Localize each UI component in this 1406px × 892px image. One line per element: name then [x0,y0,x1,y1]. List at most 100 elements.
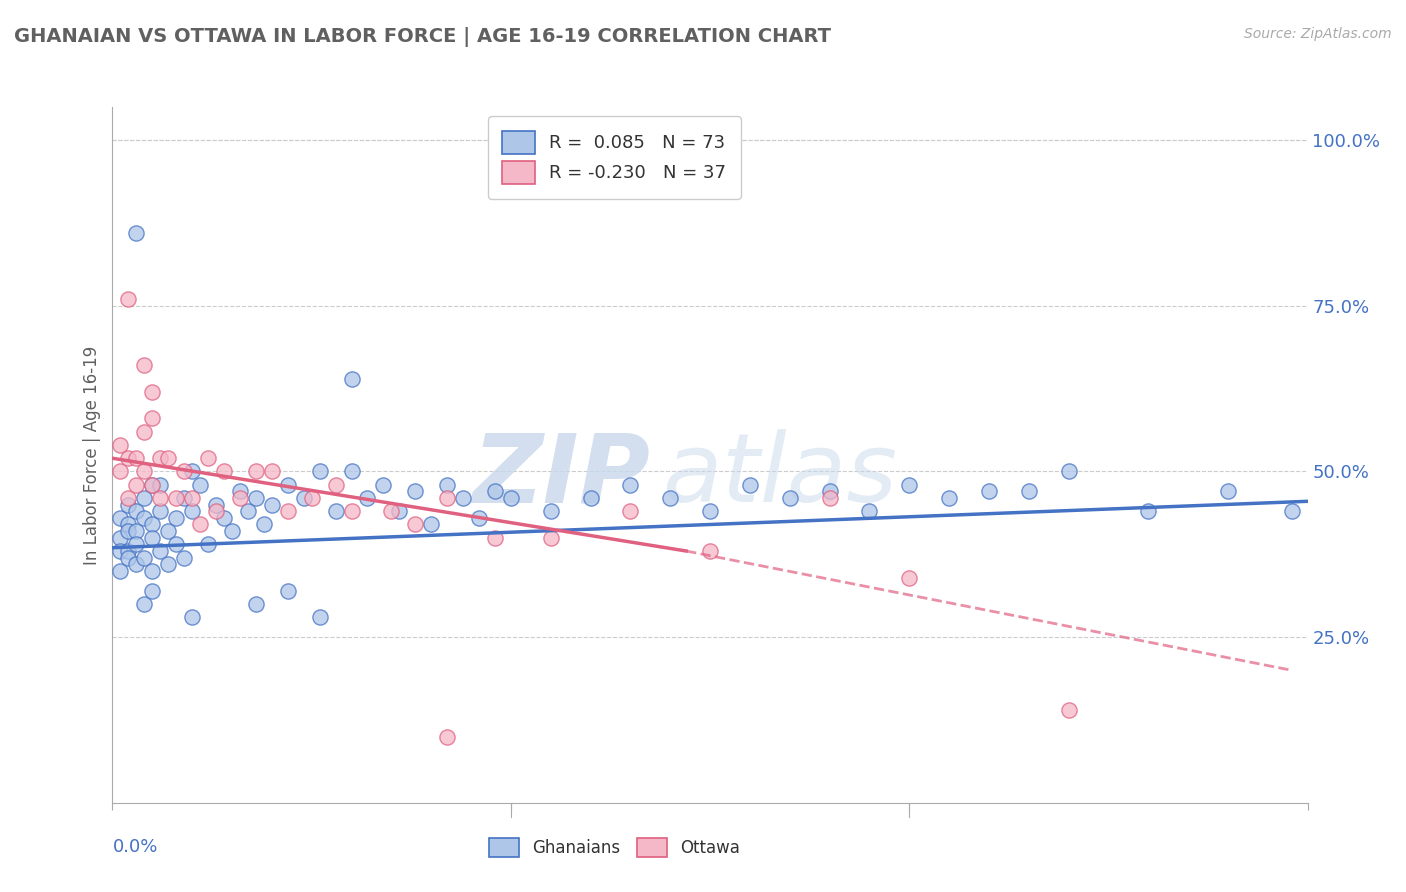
Point [110,438,132,452]
Point [117,524,139,538]
Point [134,550,156,565]
Point [484,531,506,545]
Point [245,597,267,611]
Point [141,564,163,578]
Point [125,226,148,240]
Point [229,491,252,505]
Point [484,484,506,499]
Point [977,484,1000,499]
Point [779,491,801,505]
Point [499,491,522,505]
Point [188,517,211,532]
Point [388,504,411,518]
Point [125,524,148,538]
Point [325,477,347,491]
Point [451,491,474,505]
Point [1281,504,1303,518]
Point [277,477,299,491]
Point [188,477,211,491]
Text: GHANAIAN VS OTTAWA IN LABOR FORCE | AGE 16-19 CORRELATION CHART: GHANAIAN VS OTTAWA IN LABOR FORCE | AGE … [14,27,831,46]
Point [308,610,330,624]
Point [253,517,276,532]
Point [110,465,132,479]
Point [1057,703,1080,717]
Point [117,550,139,565]
Point [141,531,163,545]
Point [301,491,323,505]
Point [260,498,283,512]
Point [205,504,228,518]
Point [117,498,139,512]
Point [117,491,139,505]
Point [134,359,156,373]
Point [540,504,562,518]
Point [212,511,235,525]
Point [173,491,195,505]
Point [898,477,921,491]
Point [619,477,641,491]
Point [125,504,148,518]
Point [173,550,195,565]
Point [197,537,219,551]
Point [236,504,259,518]
Point [117,517,139,532]
Point [1018,484,1040,499]
Point [245,491,267,505]
Text: atlas: atlas [662,429,897,523]
Point [619,504,641,518]
Point [380,504,402,518]
Point [197,451,219,466]
Point [149,504,172,518]
Point [157,451,180,466]
Point [181,491,204,505]
Point [1216,484,1239,499]
Point [221,524,243,538]
Point [205,498,228,512]
Point [157,558,180,572]
Point [141,583,163,598]
Point [181,610,204,624]
Point [125,451,148,466]
Point [277,504,299,518]
Point [699,504,721,518]
Point [659,491,682,505]
Point [404,484,426,499]
Point [149,544,172,558]
Point [110,544,132,558]
Point [373,477,395,491]
Point [436,477,458,491]
Point [141,517,163,532]
Point [134,491,156,505]
Point [404,517,426,532]
Point [141,477,163,491]
Point [699,544,721,558]
Point [260,465,283,479]
Point [325,504,347,518]
Point [157,524,180,538]
Point [1057,465,1080,479]
Point [229,484,252,499]
Legend: Ghanaians, Ottawa: Ghanaians, Ottawa [482,831,747,864]
Point [540,531,562,545]
Text: 0.0%: 0.0% [112,838,157,855]
Point [165,511,187,525]
Point [149,477,172,491]
Point [308,465,330,479]
Point [125,477,148,491]
Point [165,537,187,551]
Point [818,484,841,499]
Point [149,451,172,466]
Point [1137,504,1160,518]
Point [579,491,602,505]
Point [173,465,195,479]
Point [181,504,204,518]
Point [340,504,363,518]
Point [356,491,378,505]
Point [165,491,187,505]
Point [141,477,163,491]
Point [468,511,491,525]
Point [110,511,132,525]
Point [117,544,139,558]
Point [134,465,156,479]
Point [436,730,458,744]
